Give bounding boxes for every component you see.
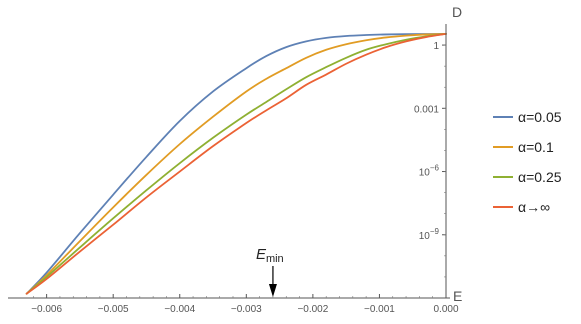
y-tick-label-base: 10 xyxy=(419,231,431,242)
emin-label-base: E xyxy=(256,246,267,263)
y-tick-label-base: 1 xyxy=(433,41,439,52)
x-axis-label: E xyxy=(453,288,462,304)
legend: α=0.05 α=0.1 α=0.25 α→∞ xyxy=(493,109,562,215)
y-tick-label: 1 xyxy=(433,41,439,52)
series-line xyxy=(25,32,447,295)
emin-label: Emin xyxy=(256,246,284,265)
chart-curves xyxy=(25,32,447,295)
y-tick-label: 0.001 xyxy=(414,104,439,115)
x-ticks: −0.006 −0.005 −0.004 −0.003 −0.002 −0.001 0.00… xyxy=(31,294,459,315)
y-tick-label-exponent: −9 xyxy=(430,227,440,236)
x-tick-label: −0.003 xyxy=(231,304,262,315)
series-line xyxy=(25,32,447,295)
y-tick-label-base: 0.001 xyxy=(414,104,439,115)
x-tick-label: 0.000 xyxy=(433,304,458,315)
legend-label: α=0.25 xyxy=(518,169,562,185)
legend-label: α=0.1 xyxy=(518,139,554,155)
x-tick-label: −0.001 xyxy=(364,304,395,315)
chart-axes xyxy=(8,24,450,299)
y-tick-label: 10−6 xyxy=(419,164,440,179)
series-line xyxy=(25,32,447,295)
y-tick-label-base: 10 xyxy=(419,168,431,179)
y-tick-label-exponent: −6 xyxy=(430,164,440,173)
legend-label: α→∞ xyxy=(518,199,550,215)
y-tick-label: 10−9 xyxy=(419,227,440,242)
emin-annotation: Emin xyxy=(256,246,284,297)
legend-label: α=0.05 xyxy=(518,109,562,125)
y-axis-label: D xyxy=(452,4,462,20)
emin-label-subscript: min xyxy=(266,253,284,265)
x-tick-label: −0.005 xyxy=(98,304,129,315)
x-tick-label: −0.006 xyxy=(31,304,62,315)
x-tick-label: −0.004 xyxy=(164,304,195,315)
emin-arrow-head xyxy=(268,284,277,297)
series-line xyxy=(25,32,447,295)
x-tick-label: −0.002 xyxy=(297,304,328,315)
